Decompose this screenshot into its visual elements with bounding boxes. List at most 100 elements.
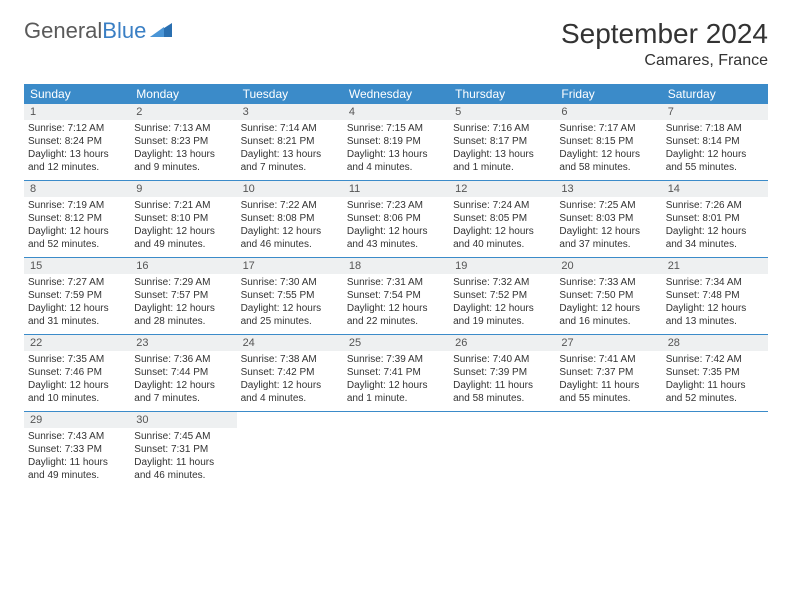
sunset-line: Sunset: 8:10 PM [134,212,232,225]
sunset-line: Sunset: 7:41 PM [347,366,445,379]
day-info-row: Sunrise: 7:27 AMSunset: 7:59 PMDaylight:… [24,274,768,335]
daylight-line-2: and 4 minutes. [241,392,339,405]
daylight-line-1: Daylight: 11 hours [453,379,551,392]
day-number-row: 22232425262728 [24,335,768,352]
sunrise-line: Sunrise: 7:23 AM [347,199,445,212]
day-cell: Sunrise: 7:21 AMSunset: 8:10 PMDaylight:… [130,197,236,258]
daylight-line-1: Daylight: 12 hours [559,302,657,315]
weekday-header-row: Sunday Monday Tuesday Wednesday Thursday… [24,84,768,104]
day-number: 30 [130,412,236,429]
sunset-line: Sunset: 7:37 PM [559,366,657,379]
sunset-line: Sunset: 7:50 PM [559,289,657,302]
day-cell: Sunrise: 7:30 AMSunset: 7:55 PMDaylight:… [237,274,343,335]
day-cell: Sunrise: 7:35 AMSunset: 7:46 PMDaylight:… [24,351,130,412]
day-cell: Sunrise: 7:16 AMSunset: 8:17 PMDaylight:… [449,120,555,181]
sunrise-line: Sunrise: 7:25 AM [559,199,657,212]
day-cell [237,428,343,488]
daylight-line-1: Daylight: 12 hours [28,302,126,315]
logo-triangle-icon [150,21,172,42]
day-number: 21 [662,258,768,275]
sunset-line: Sunset: 7:33 PM [28,443,126,456]
sunset-line: Sunset: 8:14 PM [666,135,764,148]
sunrise-line: Sunrise: 7:12 AM [28,122,126,135]
day-info-row: Sunrise: 7:43 AMSunset: 7:33 PMDaylight:… [24,428,768,488]
sunrise-line: Sunrise: 7:24 AM [453,199,551,212]
day-cell: Sunrise: 7:34 AMSunset: 7:48 PMDaylight:… [662,274,768,335]
day-cell: Sunrise: 7:43 AMSunset: 7:33 PMDaylight:… [24,428,130,488]
weekday-header: Sunday [24,84,130,104]
sunset-line: Sunset: 7:39 PM [453,366,551,379]
day-cell [449,428,555,488]
daylight-line-1: Daylight: 12 hours [453,225,551,238]
logo-text-blue: Blue [102,18,146,43]
daylight-line-1: Daylight: 12 hours [666,225,764,238]
daylight-line-2: and 49 minutes. [134,238,232,251]
sunset-line: Sunset: 7:44 PM [134,366,232,379]
daylight-line-1: Daylight: 12 hours [241,302,339,315]
daylight-line-2: and 31 minutes. [28,315,126,328]
day-cell: Sunrise: 7:25 AMSunset: 8:03 PMDaylight:… [555,197,661,258]
sunset-line: Sunset: 8:06 PM [347,212,445,225]
daylight-line-1: Daylight: 12 hours [347,379,445,392]
daylight-line-1: Daylight: 13 hours [347,148,445,161]
sunrise-line: Sunrise: 7:19 AM [28,199,126,212]
daylight-line-2: and 12 minutes. [28,161,126,174]
sunrise-line: Sunrise: 7:41 AM [559,353,657,366]
calendar-table: Sunday Monday Tuesday Wednesday Thursday… [24,84,768,488]
day-number: 1 [24,104,130,120]
sunset-line: Sunset: 8:23 PM [134,135,232,148]
daylight-line-1: Daylight: 12 hours [28,225,126,238]
day-cell: Sunrise: 7:14 AMSunset: 8:21 PMDaylight:… [237,120,343,181]
day-number: 5 [449,104,555,120]
day-number: 23 [130,335,236,352]
daylight-line-1: Daylight: 11 hours [28,456,126,469]
daylight-line-1: Daylight: 12 hours [666,302,764,315]
sunrise-line: Sunrise: 7:27 AM [28,276,126,289]
sunset-line: Sunset: 8:01 PM [666,212,764,225]
day-number [449,412,555,429]
month-title: September 2024 [561,18,768,50]
daylight-line-1: Daylight: 13 hours [241,148,339,161]
daylight-line-2: and 46 minutes. [241,238,339,251]
day-cell: Sunrise: 7:26 AMSunset: 8:01 PMDaylight:… [662,197,768,258]
day-cell: Sunrise: 7:42 AMSunset: 7:35 PMDaylight:… [662,351,768,412]
day-number: 26 [449,335,555,352]
day-cell: Sunrise: 7:23 AMSunset: 8:06 PMDaylight:… [343,197,449,258]
day-number [237,412,343,429]
sunset-line: Sunset: 7:55 PM [241,289,339,302]
sunset-line: Sunset: 7:42 PM [241,366,339,379]
sunset-line: Sunset: 7:52 PM [453,289,551,302]
daylight-line-2: and 4 minutes. [347,161,445,174]
sunrise-line: Sunrise: 7:16 AM [453,122,551,135]
day-cell: Sunrise: 7:19 AMSunset: 8:12 PMDaylight:… [24,197,130,258]
daylight-line-2: and 19 minutes. [453,315,551,328]
sunrise-line: Sunrise: 7:26 AM [666,199,764,212]
daylight-line-1: Daylight: 11 hours [134,456,232,469]
daylight-line-2: and 55 minutes. [559,392,657,405]
day-cell: Sunrise: 7:33 AMSunset: 7:50 PMDaylight:… [555,274,661,335]
day-cell: Sunrise: 7:15 AMSunset: 8:19 PMDaylight:… [343,120,449,181]
location: Camares, France [561,52,768,70]
sunrise-line: Sunrise: 7:36 AM [134,353,232,366]
day-number: 11 [343,181,449,198]
sunrise-line: Sunrise: 7:29 AM [134,276,232,289]
day-cell: Sunrise: 7:45 AMSunset: 7:31 PMDaylight:… [130,428,236,488]
sunrise-line: Sunrise: 7:22 AM [241,199,339,212]
daylight-line-2: and 1 minute. [347,392,445,405]
day-number: 15 [24,258,130,275]
day-number: 2 [130,104,236,120]
day-cell: Sunrise: 7:31 AMSunset: 7:54 PMDaylight:… [343,274,449,335]
daylight-line-2: and 22 minutes. [347,315,445,328]
daylight-line-1: Daylight: 13 hours [134,148,232,161]
sunset-line: Sunset: 8:24 PM [28,135,126,148]
daylight-line-2: and 52 minutes. [666,392,764,405]
day-number: 6 [555,104,661,120]
day-cell: Sunrise: 7:39 AMSunset: 7:41 PMDaylight:… [343,351,449,412]
daylight-line-2: and 58 minutes. [559,161,657,174]
daylight-line-2: and 52 minutes. [28,238,126,251]
day-cell [343,428,449,488]
day-number [662,412,768,429]
daylight-line-2: and 7 minutes. [134,392,232,405]
sunrise-line: Sunrise: 7:40 AM [453,353,551,366]
day-cell: Sunrise: 7:27 AMSunset: 7:59 PMDaylight:… [24,274,130,335]
